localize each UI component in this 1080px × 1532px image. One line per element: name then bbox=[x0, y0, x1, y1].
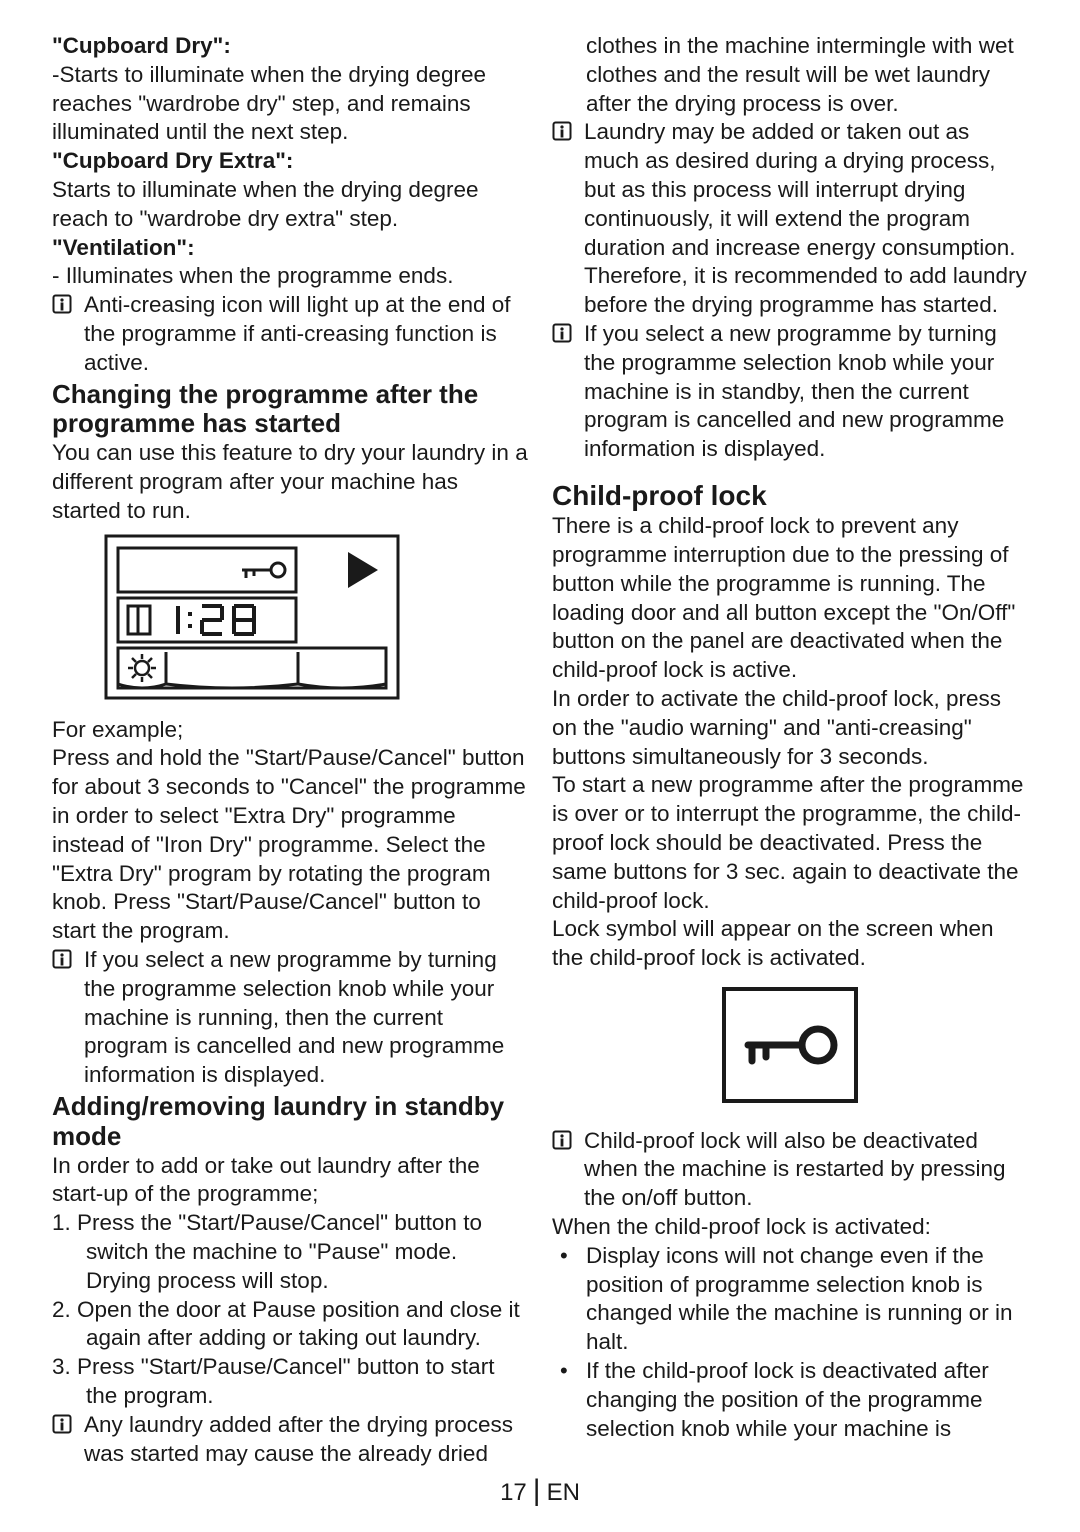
standby-select-text: If you select a new programme by turning… bbox=[578, 320, 1028, 464]
child-p1: There is a child-proof lock to prevent a… bbox=[552, 512, 1028, 685]
child-p2: In order to activate the child-proof loc… bbox=[552, 685, 1028, 771]
when-active-text: When the child-proof lock is activated: bbox=[552, 1213, 1028, 1242]
changing-programme-text: You can use this feature to dry your lau… bbox=[52, 439, 528, 525]
child-proof-heading: Child-proof lock bbox=[552, 480, 1028, 512]
page-footer: 17|EN bbox=[0, 1474, 1080, 1508]
select-new-programme-text: If you select a new programme by turning… bbox=[78, 946, 528, 1090]
child-active-list: Display icons will not change even if th… bbox=[552, 1242, 1028, 1444]
page-number: 17 bbox=[500, 1479, 527, 1506]
cupboard-dry-heading: "Cupboard Dry": bbox=[52, 32, 528, 61]
anticrease-note-text: Anti-creasing icon will light up at the … bbox=[78, 291, 528, 377]
footer-separator: | bbox=[527, 1474, 547, 1507]
changing-programme-heading: Changing the programme after the program… bbox=[52, 380, 528, 440]
child-bullet-1: Display icons will not change even if th… bbox=[552, 1242, 1028, 1357]
info-icon bbox=[52, 948, 78, 977]
page-lang: EN bbox=[547, 1479, 580, 1506]
cupboard-dry-extra-text: Starts to illuminate when the drying deg… bbox=[52, 176, 528, 234]
cupboard-dry-text: -Starts to illuminate when the drying de… bbox=[52, 61, 528, 147]
right-column: clothes in the machine intermingle with … bbox=[552, 32, 1028, 1452]
child-bullet-2: If the child-proof lock is deactivated a… bbox=[552, 1357, 1028, 1443]
info-icon bbox=[552, 1129, 578, 1158]
example-text: Press and hold the "Start/Pause/Cancel" … bbox=[52, 744, 528, 946]
adding-removing-heading: Adding/removing laundry in standby mode bbox=[52, 1092, 528, 1152]
child-deactivate-text: Child-proof lock will also be deactivate… bbox=[578, 1127, 1028, 1213]
standby-select-note: If you select a new programme by turning… bbox=[552, 320, 1028, 464]
adding-steps: 1. Press the "Start/Pause/Cancel" button… bbox=[52, 1209, 528, 1411]
info-icon bbox=[52, 1413, 78, 1442]
adding-intro-text: In order to add or take out laundry afte… bbox=[52, 1152, 528, 1210]
info-icon bbox=[52, 293, 78, 322]
info-icon bbox=[552, 120, 578, 149]
laundry-added-text: Laundry may be added or taken out as muc… bbox=[578, 118, 1028, 320]
child-deactivate-note: Child-proof lock will also be deactivate… bbox=[552, 1127, 1028, 1213]
added-laundry-text: Any laundry added after the drying proce… bbox=[78, 1411, 528, 1469]
anticrease-note: Anti-creasing icon will light up at the … bbox=[52, 291, 528, 377]
left-column: "Cupboard Dry": -Starts to illuminate wh… bbox=[52, 32, 528, 1452]
step-2: 2. Open the door at Pause position and c… bbox=[52, 1296, 528, 1354]
child-p3: To start a new programme after the progr… bbox=[552, 771, 1028, 915]
ventilation-text: - Illuminates when the programme ends. bbox=[52, 262, 528, 291]
select-new-programme-note: If you select a new programme by turning… bbox=[52, 946, 528, 1090]
display-panel-figure bbox=[102, 532, 528, 710]
step-1: 1. Press the "Start/Pause/Cancel" button… bbox=[52, 1209, 528, 1295]
continuation-text: clothes in the machine intermingle with … bbox=[552, 32, 1028, 118]
laundry-added-note: Laundry may be added or taken out as muc… bbox=[552, 118, 1028, 320]
for-example-label: For example; bbox=[52, 716, 528, 745]
ventilation-heading: "Ventilation": bbox=[52, 234, 528, 263]
cupboard-dry-extra-heading: "Cupboard Dry Extra": bbox=[52, 147, 528, 176]
info-icon bbox=[552, 322, 578, 351]
lock-figure bbox=[720, 985, 860, 1113]
child-p4: Lock symbol will appear on the screen wh… bbox=[552, 915, 1028, 973]
step-3: 3. Press "Start/Pause/Cancel" button to … bbox=[52, 1353, 528, 1411]
added-laundry-note: Any laundry added after the drying proce… bbox=[52, 1411, 528, 1469]
